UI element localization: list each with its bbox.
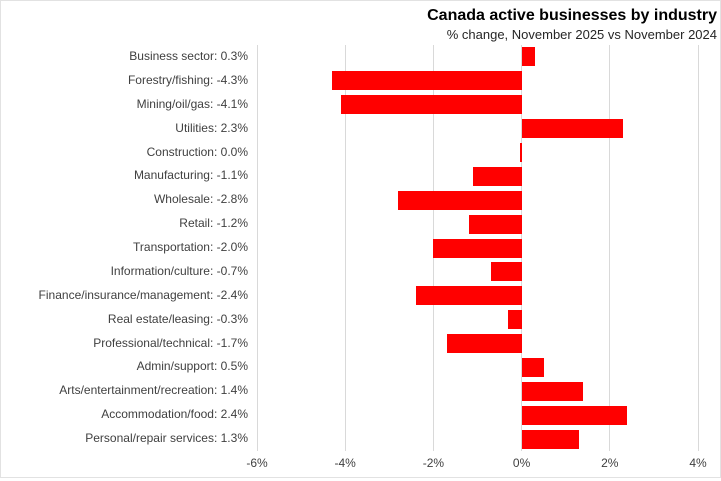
- category-label: Admin/support: 0.5%: [136, 359, 248, 374]
- bar-manufacturing: [473, 166, 522, 186]
- category-label: Business sector: 0.3%: [129, 49, 248, 63]
- category-label: Mining/oil/gas: -4.1%: [136, 96, 248, 111]
- bar-real-estate-leasing: [508, 310, 522, 330]
- chart-subtitle: % change, November 2025 vs November 2024: [446, 27, 717, 42]
- bar-wholesale: [398, 190, 522, 210]
- x-axis: -6% -4% -2% 0% 2% 4%: [0, 456, 721, 474]
- x-tick-label: 4%: [689, 456, 707, 470]
- category-label: Arts/entertainment/recreation: 1.4%: [59, 383, 248, 398]
- bar-forestry-fishing: [331, 71, 522, 91]
- gridline-4: [697, 45, 699, 451]
- category-label: Forestry/fishing: -4.3%: [127, 72, 248, 87]
- bar-construction: [519, 142, 522, 162]
- category-label: Personal/repair services: 1.3%: [85, 431, 248, 446]
- bar-admin-support: [521, 357, 544, 377]
- bar-mining-oil-gas: [340, 95, 522, 115]
- category-label: Real estate/leasing: -0.3%: [107, 311, 248, 326]
- category-label: Accommodation/food: 2.4%: [101, 407, 248, 422]
- plot-area: [256, 45, 699, 451]
- bar-personal-repair-services: [521, 429, 579, 449]
- gridline-0: [521, 45, 523, 451]
- category-label: Finance/insurance/management: -2.4%: [38, 287, 248, 302]
- category-label: Professional/technical: -1.7%: [93, 335, 248, 350]
- x-tick-label: 2%: [601, 456, 619, 470]
- x-tick-label: -2%: [422, 456, 445, 470]
- chart-title: Canada active businesses by industry: [427, 7, 717, 24]
- category-label: Construction: 0.0%: [146, 144, 248, 159]
- bar-accommodation-food: [521, 405, 628, 425]
- bar-professional-technical: [446, 334, 522, 354]
- category-label: Information/culture: -0.7%: [110, 263, 248, 278]
- bar-transportation: [433, 238, 522, 258]
- category-label: Manufacturing: -1.1%: [133, 168, 248, 183]
- bar-arts-entertainment-recreation: [521, 381, 584, 401]
- gridline--4: [344, 45, 346, 451]
- gridline--6: [256, 45, 258, 451]
- x-tick-label: -6%: [246, 456, 268, 470]
- x-tick-label: -4%: [334, 456, 356, 470]
- category-label: Transportation: -2.0%: [133, 240, 248, 255]
- gridline-2: [609, 45, 611, 451]
- bar-information-culture: [490, 262, 522, 282]
- bar-utilities: [521, 119, 624, 139]
- category-label: Utilities: 2.3%: [175, 120, 248, 135]
- x-tick-label: 0%: [512, 456, 531, 470]
- category-label: Wholesale: -2.8%: [153, 192, 248, 207]
- bar-business-sector: [521, 47, 535, 67]
- category-label: Retail: -1.2%: [179, 216, 248, 231]
- category-labels-column: Business sector: 0.3% Forestry/fishing: -…: [0, 45, 250, 451]
- bar-finance-insurance-management: [415, 286, 522, 306]
- bar-retail: [468, 214, 522, 234]
